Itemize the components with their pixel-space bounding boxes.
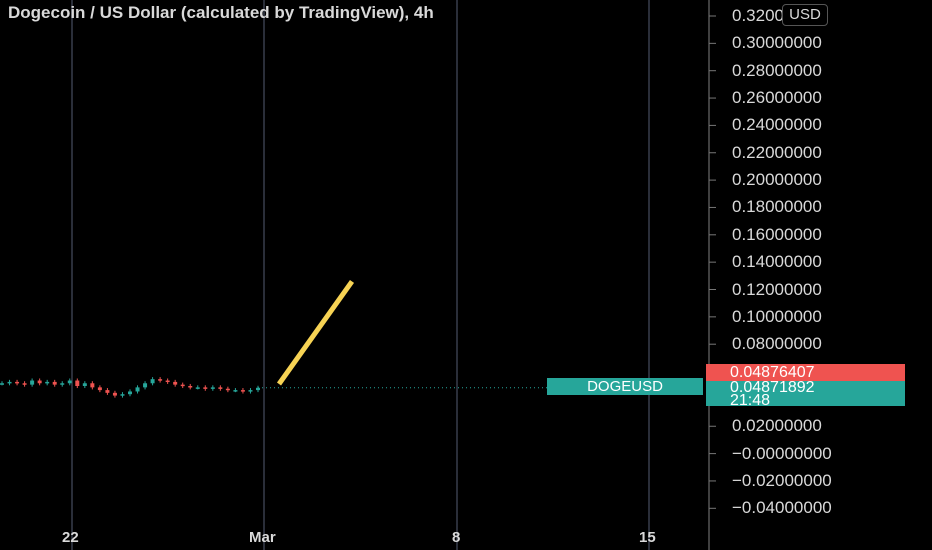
y-tick-label: −0.04000000 [732,498,832,518]
candle-body [15,381,20,384]
y-tick-label: −0.02000000 [732,470,832,490]
y-tick-label: 0.10000000 [732,306,822,326]
x-tick-label: Mar [249,529,276,546]
candle-body [97,387,102,391]
candle-body [45,381,50,384]
candle-body [195,387,200,389]
symbol-label: DOGEUSD [547,378,703,395]
candle-body [256,387,260,391]
candle-body [128,391,132,395]
candle-body [210,387,215,389]
candle-body [180,384,185,387]
x-tick-label: 22 [62,529,79,546]
candle-body [240,390,245,392]
last-price-tag-green: 0.04871892 21:48 [706,379,905,409]
candle-body [158,379,163,381]
trend-annotation-line[interactable] [276,279,355,386]
y-tick-label: −0.00000000 [732,443,832,463]
candle-body [90,383,95,388]
candle-body [0,383,4,385]
chart-title: Dogecoin / US Dollar (calculated by Trad… [8,3,434,22]
candle-body [233,390,238,392]
candle-body [67,380,72,384]
bar-countdown: 21:48 [730,392,771,409]
y-tick-label: 0.02000000 [732,416,822,436]
candle-body [143,383,148,388]
y-tick-label: 0.08000000 [732,334,822,354]
currency-button[interactable]: USD [782,4,828,26]
y-tick-label: 0.16000000 [732,224,822,244]
y-tick-label: 0.22000000 [732,142,822,162]
candle-body [173,381,178,385]
candle-body [52,381,57,385]
y-tick-label: 0.24000000 [732,115,822,135]
x-tick-label: 8 [452,529,461,546]
candle-body [37,380,42,384]
candle-body [225,388,230,391]
candle-body [30,380,35,385]
candle-body [135,387,140,392]
candle-body [188,386,193,388]
candle-body [105,390,110,393]
x-tick-label: 15 [639,529,656,546]
last-price-value: 0.04871892 [730,379,815,396]
candle-body [203,387,208,389]
candle-body [112,392,117,396]
y-tick-label: 0.14000000 [732,252,822,272]
candle-body [120,394,125,396]
candle-body [7,381,12,384]
candle-body [60,383,65,385]
y-tick-label: 0.26000000 [732,88,822,108]
candle-body [150,379,155,384]
candle-body [75,380,80,386]
candle-body [218,387,223,389]
candle-body [82,383,87,386]
y-tick-label: 0.18000000 [732,197,822,217]
y-tick-label: 0.20000000 [732,170,822,190]
y-tick-label: 0.28000000 [732,60,822,80]
y-tick-label: 0.30000000 [732,33,822,53]
candle-body [165,380,170,383]
candle-body [22,383,27,385]
y-tick-label: 0.12000000 [732,279,822,299]
last-price-tag-red: 0.04876407 [706,364,905,381]
candle-body [248,390,253,392]
